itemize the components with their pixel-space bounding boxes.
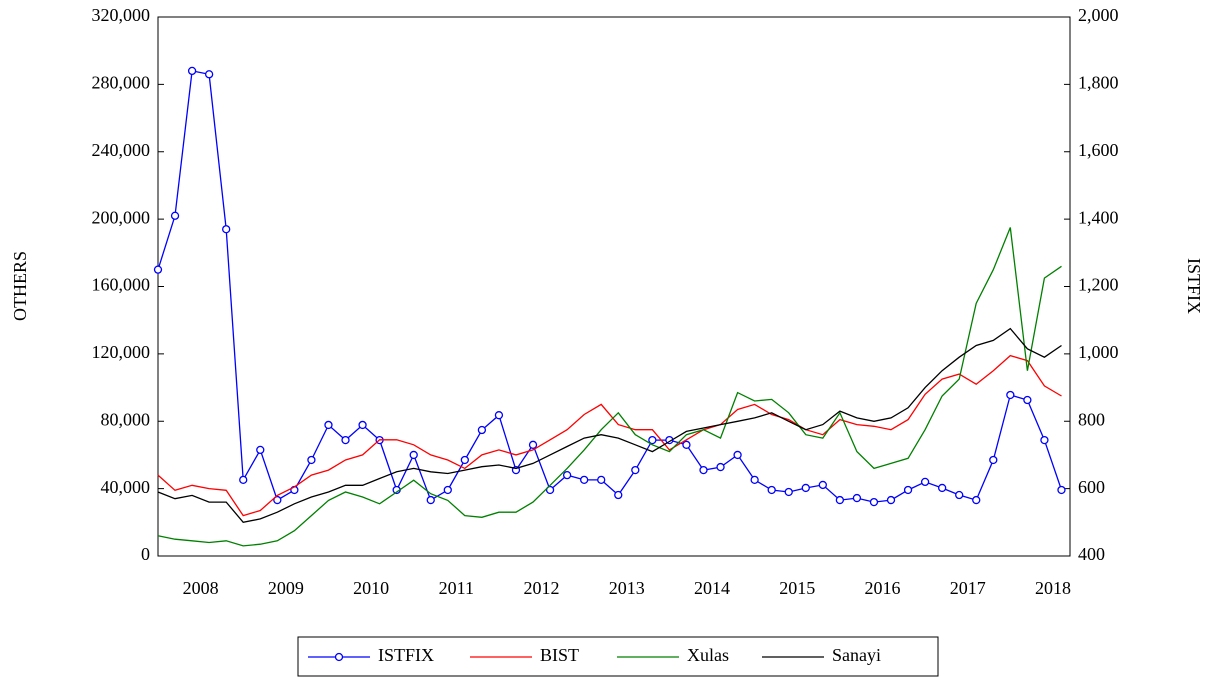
series-marker [716, 462, 725, 472]
y-tick-label: 80,000 [101, 409, 151, 429]
series-marker [614, 490, 623, 500]
y-tick-label: 320,000 [92, 5, 151, 25]
series-marker [1040, 435, 1049, 445]
y2-tick-label: 800 [1078, 409, 1105, 429]
series-marker [545, 485, 555, 495]
legend-label: ISTFIX [378, 645, 434, 665]
series-marker [733, 450, 742, 460]
y2-tick-label: 1,200 [1078, 275, 1119, 295]
legend-marker [334, 652, 344, 662]
series-marker [341, 435, 350, 445]
series-line [157, 354, 1062, 517]
y-tick-label: 0 [141, 544, 150, 564]
x-tick-label: 2010 [353, 578, 389, 598]
series-marker [1057, 485, 1066, 495]
series-marker [222, 225, 231, 234]
y-tick-label: 240,000 [92, 140, 151, 160]
y2-tick-label: 1,800 [1078, 73, 1119, 93]
series-marker [580, 475, 589, 485]
y2-axis-title: ISTFIX [1184, 258, 1204, 314]
series-marker [1006, 390, 1015, 400]
series-marker [852, 493, 862, 503]
y2-tick-label: 600 [1078, 477, 1105, 497]
series-marker [818, 480, 827, 490]
series-marker [937, 483, 947, 493]
series-marker [648, 435, 657, 445]
series-marker [494, 411, 504, 420]
series-marker [699, 465, 708, 475]
series-line [157, 327, 1062, 524]
series-marker [801, 483, 810, 493]
series-marker [597, 475, 606, 485]
series-marker [477, 425, 487, 435]
series-marker [307, 455, 316, 465]
legend-label: BIST [540, 645, 579, 665]
x-tick-label: 2012 [524, 578, 560, 598]
x-tick-label: 2015 [779, 578, 815, 598]
series-marker [989, 455, 998, 465]
x-tick-label: 2013 [609, 578, 645, 598]
series-marker [426, 495, 435, 505]
series-marker [631, 465, 640, 475]
y-tick-label: 280,000 [92, 73, 151, 93]
series-marker [972, 495, 981, 505]
x-tick-label: 2017 [950, 578, 986, 598]
series-line [157, 227, 1062, 547]
series-marker [784, 487, 793, 497]
series-marker [256, 445, 265, 455]
series-marker [358, 420, 367, 430]
y2-tick-label: 400 [1078, 544, 1105, 564]
series-marker [324, 420, 333, 430]
series-marker [187, 66, 197, 76]
x-tick-label: 2016 [864, 578, 900, 598]
x-tick-label: 2011 [439, 578, 474, 598]
series-marker [869, 497, 879, 507]
series-marker [409, 450, 418, 460]
x-tick-label: 2014 [694, 578, 730, 598]
series-marker [835, 495, 845, 505]
y-axis-title: OTHERS [10, 251, 30, 321]
plot-frame [157, 16, 1071, 557]
legend-label: Sanayi [832, 645, 881, 665]
series-marker [682, 440, 691, 449]
x-tick-label: 2009 [268, 578, 304, 598]
series-marker [955, 490, 964, 500]
series-marker [170, 211, 180, 220]
y-tick-label: 200,000 [92, 207, 151, 227]
series-marker [750, 475, 759, 485]
series-marker [460, 455, 469, 465]
series-marker [239, 475, 248, 485]
series-marker [204, 70, 214, 79]
series-line [157, 70, 1063, 503]
series-marker [767, 485, 776, 495]
series-marker [920, 477, 930, 487]
x-tick-label: 2018 [1035, 578, 1071, 598]
series-marker [886, 495, 896, 505]
series-marker [903, 485, 913, 495]
y2-tick-label: 2,000 [1078, 5, 1119, 25]
y2-tick-label: 1,000 [1078, 342, 1119, 362]
series-marker [528, 440, 538, 449]
series-marker [273, 495, 282, 505]
x-tick-label: 2008 [183, 578, 219, 598]
series-marker [443, 485, 452, 495]
series-marker [562, 470, 572, 480]
y-tick-label: 40,000 [101, 477, 151, 497]
series-marker [1023, 395, 1032, 405]
y-tick-label: 160,000 [92, 275, 151, 295]
legend-label: Xulas [687, 645, 729, 665]
y2-tick-label: 1,600 [1078, 140, 1119, 160]
y2-tick-label: 1,400 [1078, 207, 1119, 227]
y-tick-label: 120,000 [92, 342, 151, 362]
series-marker [153, 265, 163, 274]
